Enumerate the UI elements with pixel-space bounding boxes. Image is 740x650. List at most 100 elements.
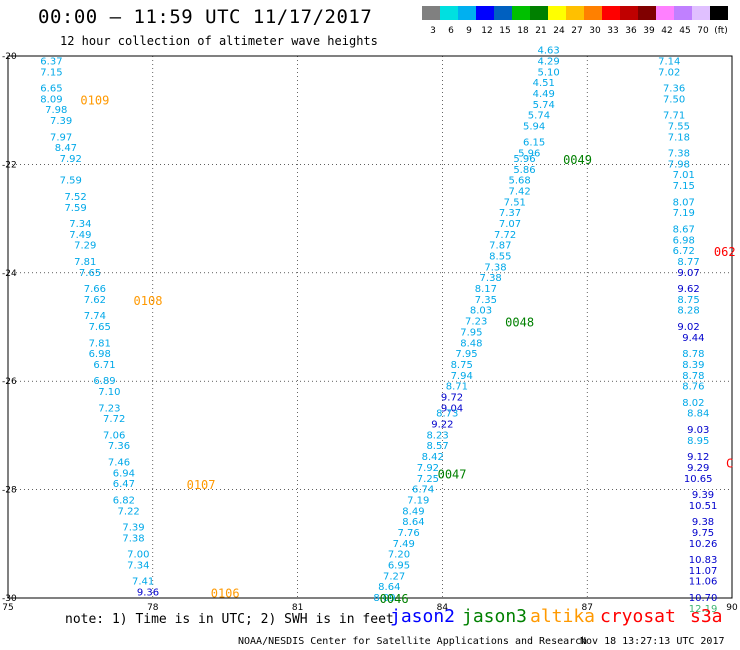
y-tick-label: -30 <box>2 594 17 604</box>
wave-height-label: 8.47 <box>55 143 77 154</box>
pass-number-label: 0048 <box>505 316 534 330</box>
wave-height-label: 4.63 <box>537 46 559 57</box>
credit-text: NOAA/NESDIS Center for Satellite Applica… <box>238 636 588 647</box>
colorbar-swatch <box>656 6 674 20</box>
colorbar-tick-label: 9 <box>466 26 472 36</box>
legend-jason2: jason2 <box>390 606 456 627</box>
colorbar-swatch <box>476 6 494 20</box>
plot-frame <box>7 55 733 599</box>
colorbar-swatch <box>710 6 728 20</box>
wave-height-label: 7.41 <box>132 577 154 588</box>
wave-height-label: 7.74 <box>84 311 106 322</box>
wave-height-label: 7.15 <box>40 67 62 78</box>
wave-height-label: 4.49 <box>533 89 555 100</box>
wave-height-label: 7.29 <box>74 241 96 252</box>
colorbar-swatch <box>422 6 440 20</box>
wave-height-label: 7.15 <box>673 181 695 192</box>
wave-height-label: 8.09 <box>40 94 62 105</box>
wave-height-label: 6.72 <box>673 246 695 257</box>
wave-height-label: 7.66 <box>84 284 106 295</box>
wave-height-label: 8.03 <box>470 306 492 317</box>
colorbar-swatch <box>602 6 620 20</box>
wave-height-label: 7.38 <box>122 533 144 544</box>
wave-height-label: 8.28 <box>677 306 699 317</box>
legend-s3a: s3a <box>690 606 723 627</box>
wave-height-label: 7.35 <box>475 295 497 306</box>
wave-height-label: 8.49 <box>402 506 424 517</box>
wave-height-label: 5.74 <box>528 111 550 122</box>
wave-height-label: 7.38 <box>668 149 690 160</box>
wave-height-label: 8.09 <box>373 593 395 604</box>
wave-height-label: 8.42 <box>422 452 444 463</box>
wave-height-label: 5.94 <box>523 121 545 132</box>
wave-height-label: 7.98 <box>45 105 67 116</box>
wave-height-label: 7.39 <box>50 116 72 127</box>
wave-height-label: 7.07 <box>499 219 521 230</box>
wave-height-label: 8.57 <box>426 441 448 452</box>
y-tick-label: -24 <box>2 269 17 279</box>
wave-height-label: 6.47 <box>113 479 135 490</box>
colorbar-swatch <box>458 6 476 20</box>
wave-height-label: 9.04 <box>441 403 463 414</box>
wave-height-label: 8.95 <box>687 436 709 447</box>
wave-height-label: 10.70 <box>689 593 718 604</box>
wave-height-label: 7.36 <box>663 84 685 95</box>
wave-height-label: 9.12 <box>687 452 709 463</box>
wave-height-label: 5.86 <box>513 165 535 176</box>
pass-number-label: 0106 <box>211 587 240 601</box>
legend-altika: altika <box>530 606 596 627</box>
wave-height-label: 9.62 <box>677 284 699 295</box>
wave-height-label: 7.27 <box>383 571 405 582</box>
colorbar-tick-label: 24 <box>553 26 565 36</box>
colorbar-tick-label: 21 <box>535 26 546 36</box>
wave-height-label: 7.34 <box>127 560 149 571</box>
wave-height-label: 7.98 <box>668 159 690 170</box>
wave-height-label: 7.50 <box>663 94 685 105</box>
wave-height-label: 5.96 <box>518 149 540 160</box>
colorbar-swatch <box>512 6 530 20</box>
wave-height-label: 8.75 <box>677 295 699 306</box>
colorbar-swatch <box>566 6 584 20</box>
wave-height-label: 6.71 <box>93 360 115 371</box>
wave-height-label: 12.19 <box>689 604 718 612</box>
wave-height-label: 4.29 <box>537 56 559 67</box>
wave-height-label: 9.38 <box>692 517 714 528</box>
wave-height-label: 6.37 <box>40 56 62 67</box>
wave-height-label: 7.19 <box>673 208 695 219</box>
wave-height-label: 7.72 <box>103 414 125 425</box>
wave-height-label: 7.22 <box>118 506 140 517</box>
x-tick-label: 84 <box>437 603 449 612</box>
page-subtitle: 12 hour collection of altimeter wave hei… <box>60 34 378 48</box>
pass-number-label: 062 <box>714 245 736 259</box>
wave-height-label: 9.02 <box>677 322 699 333</box>
wave-height-label: 7.51 <box>504 197 526 208</box>
wave-height-label: 7.23 <box>465 317 487 328</box>
x-tick-label: 90 <box>726 603 738 612</box>
wave-height-label: 10.26 <box>689 539 718 550</box>
wave-height-label: 7.10 <box>98 387 120 398</box>
wave-height-label: 8.71 <box>446 382 468 393</box>
colorbar-tick-label: 36 <box>625 26 637 36</box>
wave-height-label: 7.38 <box>480 273 502 284</box>
wave-height-label: 7.59 <box>60 176 82 187</box>
wave-height-label: 8.23 <box>426 430 448 441</box>
colorbar-swatch <box>692 6 710 20</box>
wave-height-label: 7.65 <box>89 322 111 333</box>
y-tick-label: -28 <box>2 486 17 496</box>
wave-height-label: 7.97 <box>50 132 72 143</box>
x-tick-label: 75 <box>2 603 13 612</box>
wave-height-label: 7.95 <box>460 327 482 338</box>
wave-height-label: 11.07 <box>689 566 718 577</box>
colorbar-swatch <box>584 6 602 20</box>
wave-height-label: 10.51 <box>689 501 718 512</box>
wave-height-label: 7.95 <box>455 349 477 360</box>
credit-date: Nov 18 13:27:13 UTC 2017 <box>580 636 725 647</box>
wave-height-label: 8.07 <box>673 197 695 208</box>
wave-height-label: 8.78 <box>682 371 704 382</box>
wave-height-label: 9.75 <box>692 528 714 539</box>
colorbar-swatch <box>494 6 512 20</box>
wave-height-label: 7.81 <box>74 257 96 268</box>
wave-height-label: 6.74 <box>412 485 434 496</box>
wave-height-label: 9.39 <box>692 490 714 501</box>
wave-height-label: 8.64 <box>378 582 400 593</box>
